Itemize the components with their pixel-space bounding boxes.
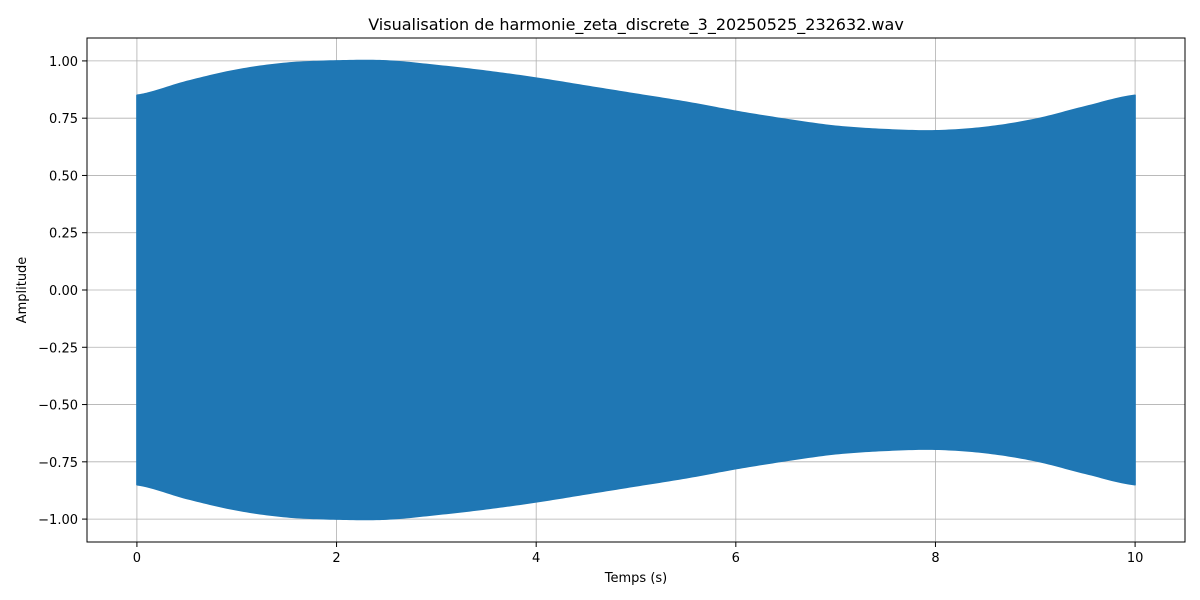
x-axis-label: Temps (s)	[604, 571, 667, 586]
x-tick-label: 2	[332, 551, 340, 566]
y-tick-label: 0.75	[49, 112, 78, 127]
y-axis-label: Amplitude	[15, 257, 30, 324]
y-tick-label: −0.75	[38, 456, 78, 471]
x-tick-label: 10	[1127, 551, 1144, 566]
y-tick-label: −0.50	[38, 399, 78, 414]
waveform-series	[136, 59, 1136, 521]
x-axis-ticks: 0 2 4 6 8 10	[133, 542, 1144, 566]
y-tick-label: 1.00	[49, 55, 78, 70]
series-layer	[136, 59, 1136, 521]
x-tick-label: 4	[532, 551, 540, 566]
y-tick-label: 0.25	[49, 227, 78, 242]
y-tick-label: 0.50	[49, 169, 78, 184]
x-tick-label: 8	[931, 551, 939, 566]
chart-title: Visualisation de harmonie_zeta_discrete_…	[368, 15, 904, 35]
y-axis-ticks: 1.00 0.75 0.50 0.25 0.00 −0.25 −0.50 −0.75 −1.00	[38, 55, 87, 528]
y-tick-label: 0.00	[49, 284, 78, 299]
y-tick-label: −1.00	[38, 513, 78, 528]
x-tick-label: 6	[732, 551, 740, 566]
y-tick-label: −0.25	[38, 341, 78, 356]
x-tick-label: 0	[133, 551, 141, 566]
